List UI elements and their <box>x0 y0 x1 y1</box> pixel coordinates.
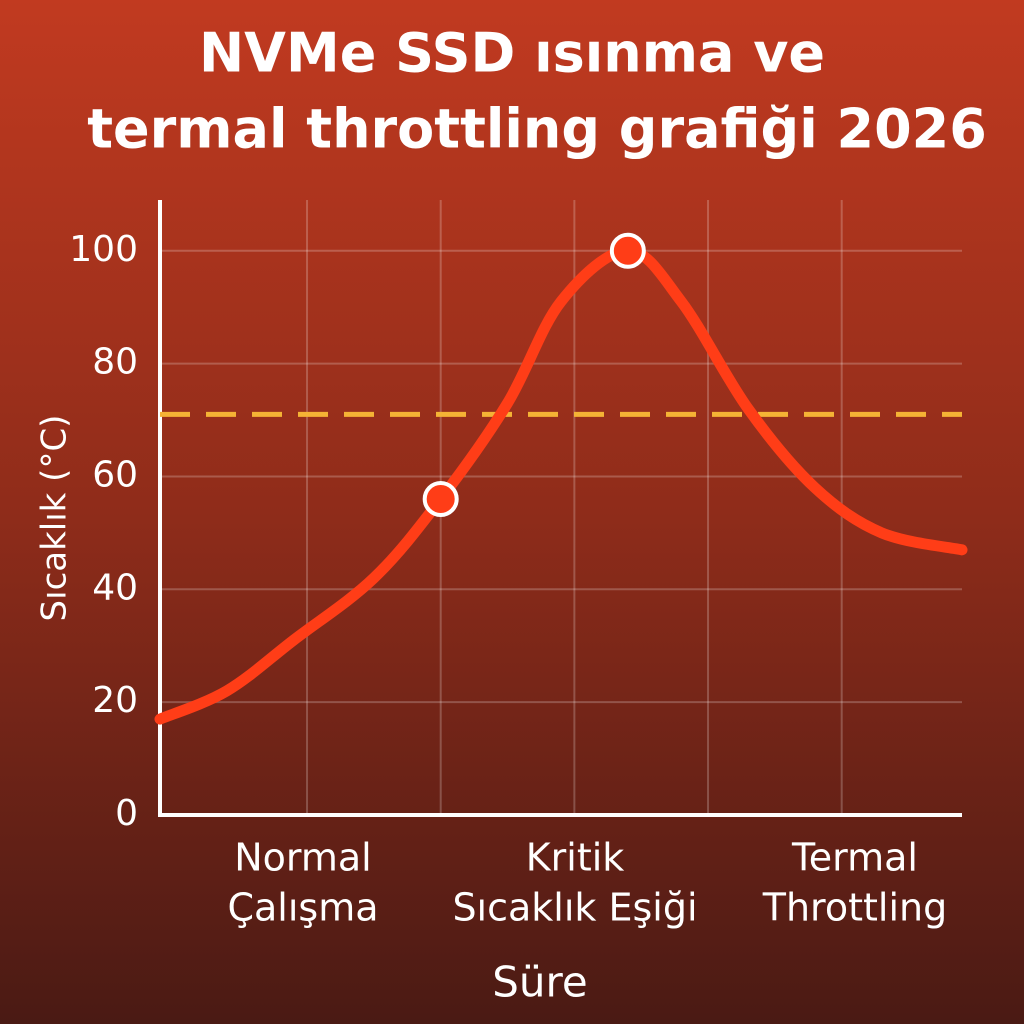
x-category-label: Normal <box>234 836 372 880</box>
y-tick-label: 0 <box>115 793 138 834</box>
y-axis-label: Sıcaklık (°C) <box>35 415 75 622</box>
chart-title: NVMe SSD ısınma ve <box>199 22 825 85</box>
y-tick-label: 20 <box>92 680 138 721</box>
marker-point <box>422 481 459 518</box>
chart-title: termal throttling grafiği 2026 <box>87 98 987 161</box>
x-category-label: Kritik <box>526 836 625 880</box>
marker-point <box>609 232 646 269</box>
y-tick-label: 60 <box>92 454 138 495</box>
x-category-label: Throttling <box>762 886 947 930</box>
x-category-label: Termal <box>791 836 918 880</box>
x-category-label: Çalışma <box>227 886 378 930</box>
line <box>154 245 968 725</box>
y-tick-label: 80 <box>92 342 138 383</box>
y-tick-label: 40 <box>92 567 138 608</box>
x-axis-label: Süre <box>492 958 587 1007</box>
y-tick-label: 100 <box>69 229 138 270</box>
x-category-label: Sıcaklık Eşiği <box>452 886 697 930</box>
